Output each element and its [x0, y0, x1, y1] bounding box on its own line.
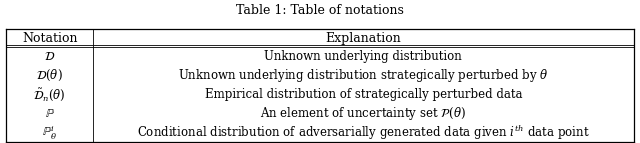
Text: Unknown underlying distribution strategically perturbed by $\theta$: Unknown underlying distribution strategi…	[178, 67, 548, 84]
Text: $\mathbb{P}^i_{\theta}$: $\mathbb{P}^i_{\theta}$	[42, 122, 57, 142]
Text: $\tilde{\mathcal{D}}_n(\theta)$: $\tilde{\mathcal{D}}_n(\theta)$	[33, 86, 66, 103]
Text: Empirical distribution of strategically perturbed data: Empirical distribution of strategically …	[205, 88, 522, 101]
Text: $\mathcal{D}$: $\mathcal{D}$	[44, 50, 55, 63]
Text: Conditional distribution of adversarially generated data given $i^{th}$ data poi: Conditional distribution of adversariall…	[137, 123, 589, 142]
Text: Explanation: Explanation	[325, 31, 401, 44]
Text: $\mathbb{P}$: $\mathbb{P}$	[45, 107, 54, 120]
Text: $\mathcal{D}(\theta)$: $\mathcal{D}(\theta)$	[36, 68, 63, 83]
Text: An element of uncertainty set $\mathcal{P}(\theta)$: An element of uncertainty set $\mathcal{…	[260, 105, 466, 122]
Text: Table 1: Table of notations: Table 1: Table of notations	[236, 4, 404, 17]
Text: Notation: Notation	[22, 31, 77, 44]
Text: Unknown underlying distribution: Unknown underlying distribution	[264, 50, 462, 63]
